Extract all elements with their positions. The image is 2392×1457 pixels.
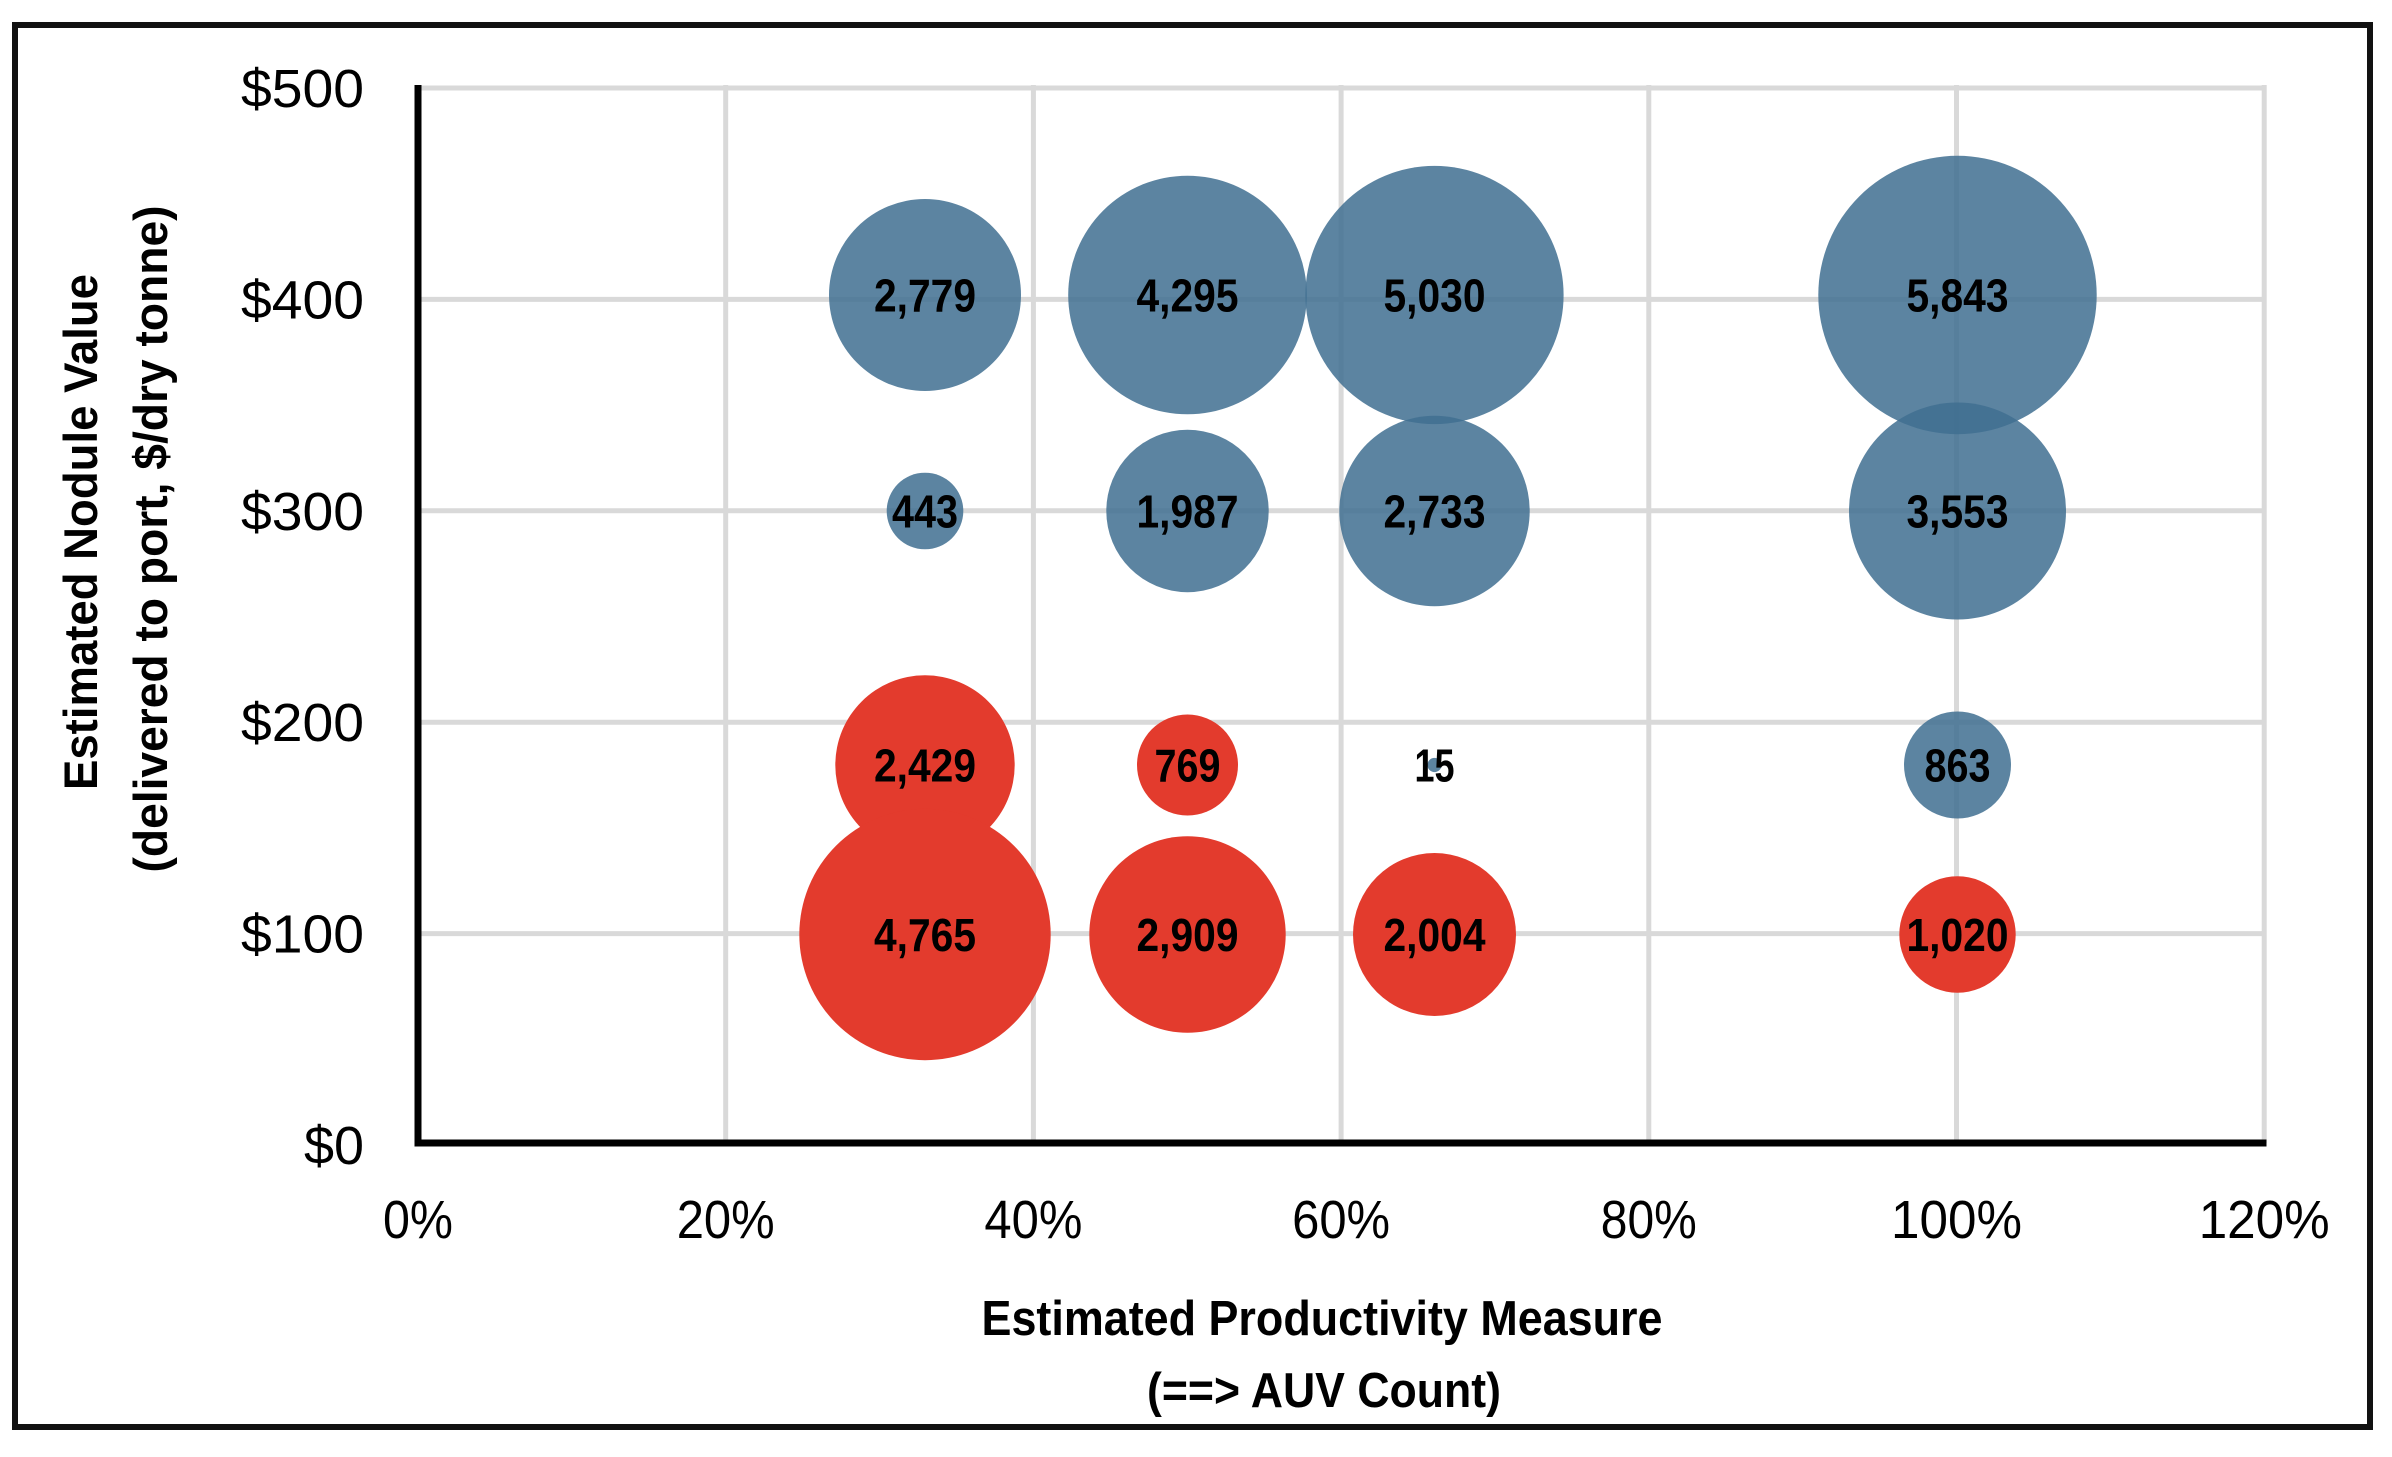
svg-text:40%: 40% bbox=[984, 1190, 1082, 1250]
svg-text:1,020: 1,020 bbox=[1907, 909, 2009, 961]
svg-text:2,004: 2,004 bbox=[1384, 909, 1486, 961]
svg-text:5,030: 5,030 bbox=[1384, 270, 1486, 322]
svg-text:20%: 20% bbox=[677, 1190, 775, 1250]
svg-text:$0: $0 bbox=[304, 1116, 364, 1176]
svg-text:4,295: 4,295 bbox=[1137, 270, 1239, 322]
svg-text:863: 863 bbox=[1925, 740, 1991, 792]
svg-text:Estimated Productivity Measure: Estimated Productivity Measure bbox=[982, 1292, 1663, 1346]
svg-text:2,429: 2,429 bbox=[874, 740, 976, 792]
svg-text:$200: $200 bbox=[241, 693, 364, 753]
svg-text:(==> AUV Count): (==> AUV Count) bbox=[1147, 1364, 1501, 1418]
svg-text:15: 15 bbox=[1415, 740, 1455, 792]
svg-text:3,553: 3,553 bbox=[1907, 486, 2009, 538]
svg-text:769: 769 bbox=[1155, 740, 1221, 792]
svg-text:$100: $100 bbox=[241, 905, 364, 965]
svg-text:80%: 80% bbox=[1601, 1190, 1697, 1250]
svg-text:100%: 100% bbox=[1891, 1190, 2022, 1250]
svg-text:4,765: 4,765 bbox=[874, 909, 976, 961]
svg-text:60%: 60% bbox=[1292, 1190, 1390, 1250]
svg-text:$400: $400 bbox=[241, 270, 364, 330]
svg-text:5,843: 5,843 bbox=[1907, 270, 2009, 322]
svg-text:2,733: 2,733 bbox=[1384, 486, 1486, 538]
svg-text:$300: $300 bbox=[241, 482, 364, 542]
svg-text:0%: 0% bbox=[383, 1190, 453, 1250]
svg-text:Estimated Nodule Value: Estimated Nodule Value bbox=[54, 274, 107, 790]
svg-text:$500: $500 bbox=[241, 59, 364, 119]
svg-text:120%: 120% bbox=[2199, 1190, 2330, 1250]
svg-text:(delivered to port, $/dry tonn: (delivered to port, $/dry tonne) bbox=[124, 206, 177, 873]
svg-text:1,987: 1,987 bbox=[1137, 486, 1239, 538]
svg-text:2,779: 2,779 bbox=[874, 270, 976, 322]
svg-text:2,909: 2,909 bbox=[1137, 909, 1239, 961]
svg-text:443: 443 bbox=[892, 486, 958, 538]
